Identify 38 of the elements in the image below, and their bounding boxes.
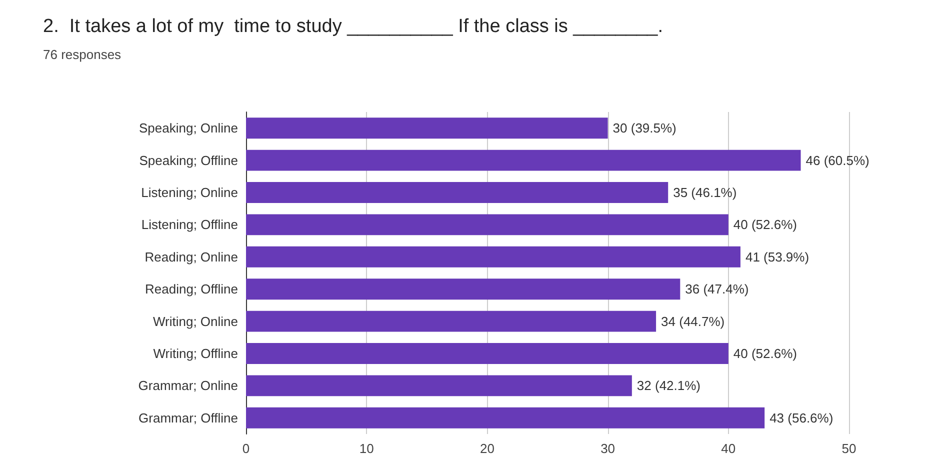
x-tick-label: 0 [242,441,250,456]
y-tick-label: Writing; Online [152,314,238,329]
bar [246,310,656,332]
bar [246,182,668,203]
y-tick-label: Listening; Offline [141,217,238,232]
y-tick-label: Listening; Online [141,185,238,200]
bar [246,246,740,268]
x-tick-label: 20 [480,441,494,456]
x-tick-label: 50 [842,441,856,456]
data-label: 40 (52.6%) [733,346,797,361]
bar [246,278,680,300]
bar [246,214,728,236]
bar [246,150,801,171]
y-tick-label: Speaking; Online [138,120,238,136]
data-label: 35 (46.1%) [673,185,737,200]
bar [246,118,608,139]
text: 76 responses [43,47,122,62]
x-tick-label: 40 [721,441,736,456]
bar [246,407,765,428]
bar [246,343,728,364]
data-label: 30 (39.5%) [612,120,676,136]
y-tick-label: Reading; Online [144,249,238,264]
data-label: 46 (60.5%) [806,152,870,168]
bar [246,375,632,396]
data-label: 34 (44.7%) [661,314,725,329]
y-tick-label: Speaking; Offline [139,152,238,168]
y-tick-label: Grammar; Offline [138,410,238,426]
data-label: 41 (53.9%) [745,249,810,264]
chart-title: 2. It takes a lot of my time to study __________ If the class is ________. [43,16,663,37]
x-tick-label: 10 [359,441,374,456]
data-label: 36 (47.4%) [685,282,749,297]
data-label: 32 (42.1%) [636,378,701,394]
y-tick-label: Reading; Offline [145,282,238,297]
data-label: 43 (56.6%) [770,410,834,426]
x-tick-label: 30 [600,441,616,456]
data-label: 40 (52.6%) [733,217,797,232]
y-tick-label: Grammar; Online [138,378,238,394]
y-tick-label: Writing; Offline [153,346,238,361]
